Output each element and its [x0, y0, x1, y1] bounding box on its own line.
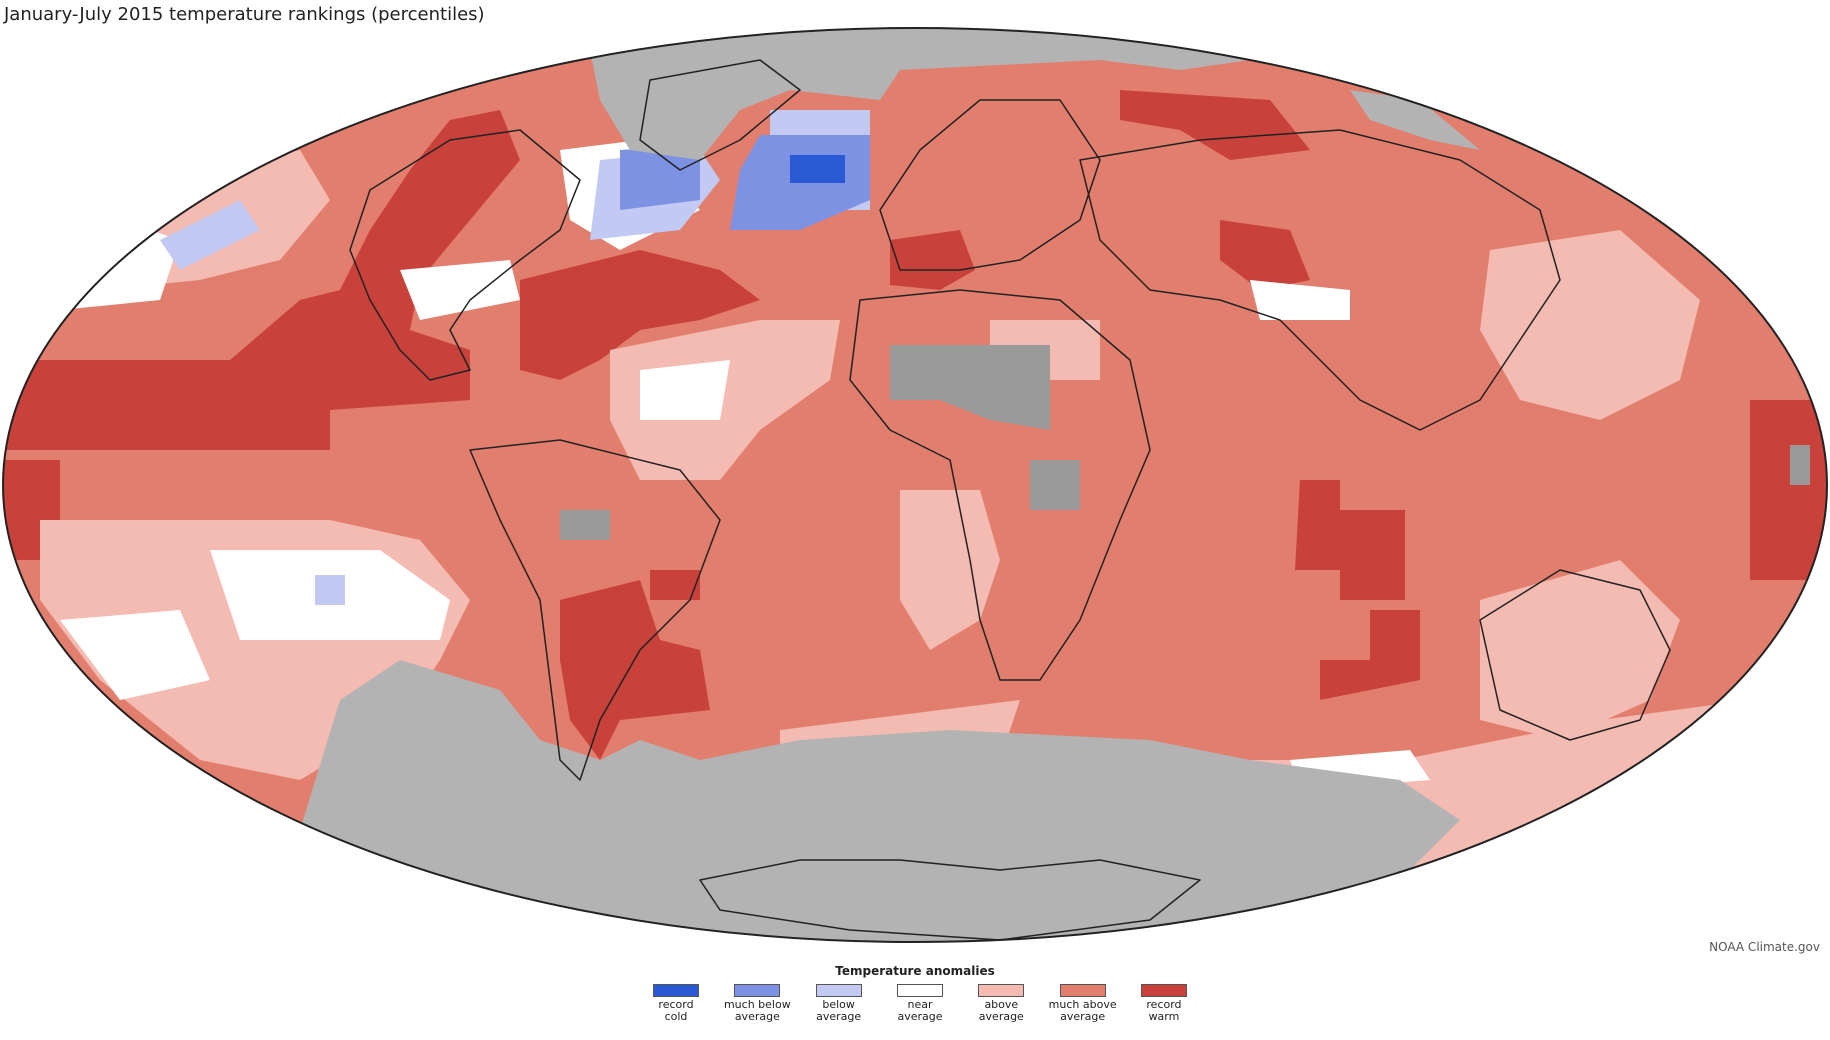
credit-text: NOAA Climate.gov	[1709, 940, 1820, 954]
region-record-warm-south-america	[560, 580, 710, 760]
legend-item-near-average: near average	[884, 984, 956, 1023]
region-near-average-north-pacific	[30, 220, 180, 310]
region-no-data-west-pacific	[1790, 445, 1810, 485]
region-no-data-sahel	[890, 345, 1050, 430]
region-near-average-atlantic	[640, 360, 730, 420]
legend-swatch	[734, 984, 781, 997]
region-record-warm-pacific	[3, 110, 520, 450]
region-no-data-central-africa	[1030, 460, 1080, 510]
legend-swatch	[815, 984, 862, 997]
legend-item-above-average: above average	[965, 984, 1037, 1023]
region-below-average-south-pacific	[315, 575, 345, 605]
region-no-data-arctic	[580, 28, 1250, 160]
region-above-average-east-asia	[1480, 230, 1700, 420]
legend-swatch	[1059, 984, 1106, 997]
region-above-average-africa	[900, 490, 1000, 650]
legend-item-much-below-average: much below average	[721, 984, 793, 1023]
legend-swatch	[896, 984, 943, 997]
region-near-average-india	[1250, 280, 1350, 320]
legend-label: below average	[816, 998, 862, 1023]
region-no-data-amazon	[560, 510, 610, 540]
legend-label: record cold	[658, 998, 694, 1023]
region-record-warm-atlantic	[520, 250, 760, 380]
region-above-average-tropical-atlantic	[610, 320, 840, 480]
outline-north-america	[349, 129, 581, 381]
legend-swatch	[1140, 984, 1187, 997]
region-near-average-north-america	[400, 260, 520, 320]
legend-label: record warm	[1146, 998, 1182, 1023]
outline-asia	[1079, 129, 1561, 431]
map-title: January-July 2015 temperature rankings (…	[4, 4, 485, 25]
legend-swatch	[978, 984, 1025, 997]
region-record-warm-central-asia	[1220, 220, 1310, 290]
legend-swatch	[653, 984, 699, 997]
region-record-warm-europe	[890, 230, 975, 290]
legend-item-much-above-average: much above average	[1047, 984, 1119, 1023]
region-record-cold-north-atlantic	[790, 155, 845, 183]
outline-europe	[879, 99, 1101, 271]
outline-africa	[849, 289, 1151, 681]
region-much-below-average-north-atlantic	[620, 145, 700, 210]
region-record-warm-brazil	[650, 570, 700, 600]
legend-title: Temperature anomalies	[835, 964, 995, 978]
globe-outline	[2, 27, 1828, 943]
legend-label: above average	[978, 998, 1024, 1023]
outline-greenland	[639, 59, 801, 171]
continent-outlines	[349, 59, 1671, 941]
outline-australia	[1479, 569, 1671, 741]
region-near-average-southwest-pacific	[60, 610, 210, 700]
region-below-average-north-pacific	[160, 200, 260, 270]
legend-label: much below average	[723, 998, 791, 1023]
legend-items: record cold much below average below ave…	[640, 984, 1200, 1023]
legend-item-record-warm: record warm	[1128, 984, 1200, 1023]
legend-item-below-average: below average	[803, 984, 875, 1023]
region-no-data-siberia	[1350, 90, 1480, 150]
region-record-warm-south-indian	[1320, 610, 1420, 700]
region-record-warm-siberia	[1120, 90, 1310, 160]
region-no-data-antarctic	[300, 660, 1460, 942]
outline-antarctica	[699, 859, 1201, 941]
region-record-warm-indian-ocean	[1295, 480, 1405, 600]
legend-label: much above average	[1048, 998, 1117, 1023]
region-above-average-australia	[1480, 560, 1680, 740]
legend-label: near average	[897, 998, 943, 1023]
outline-south-america	[469, 439, 721, 781]
legend-item-record-cold: record cold	[640, 984, 712, 1023]
